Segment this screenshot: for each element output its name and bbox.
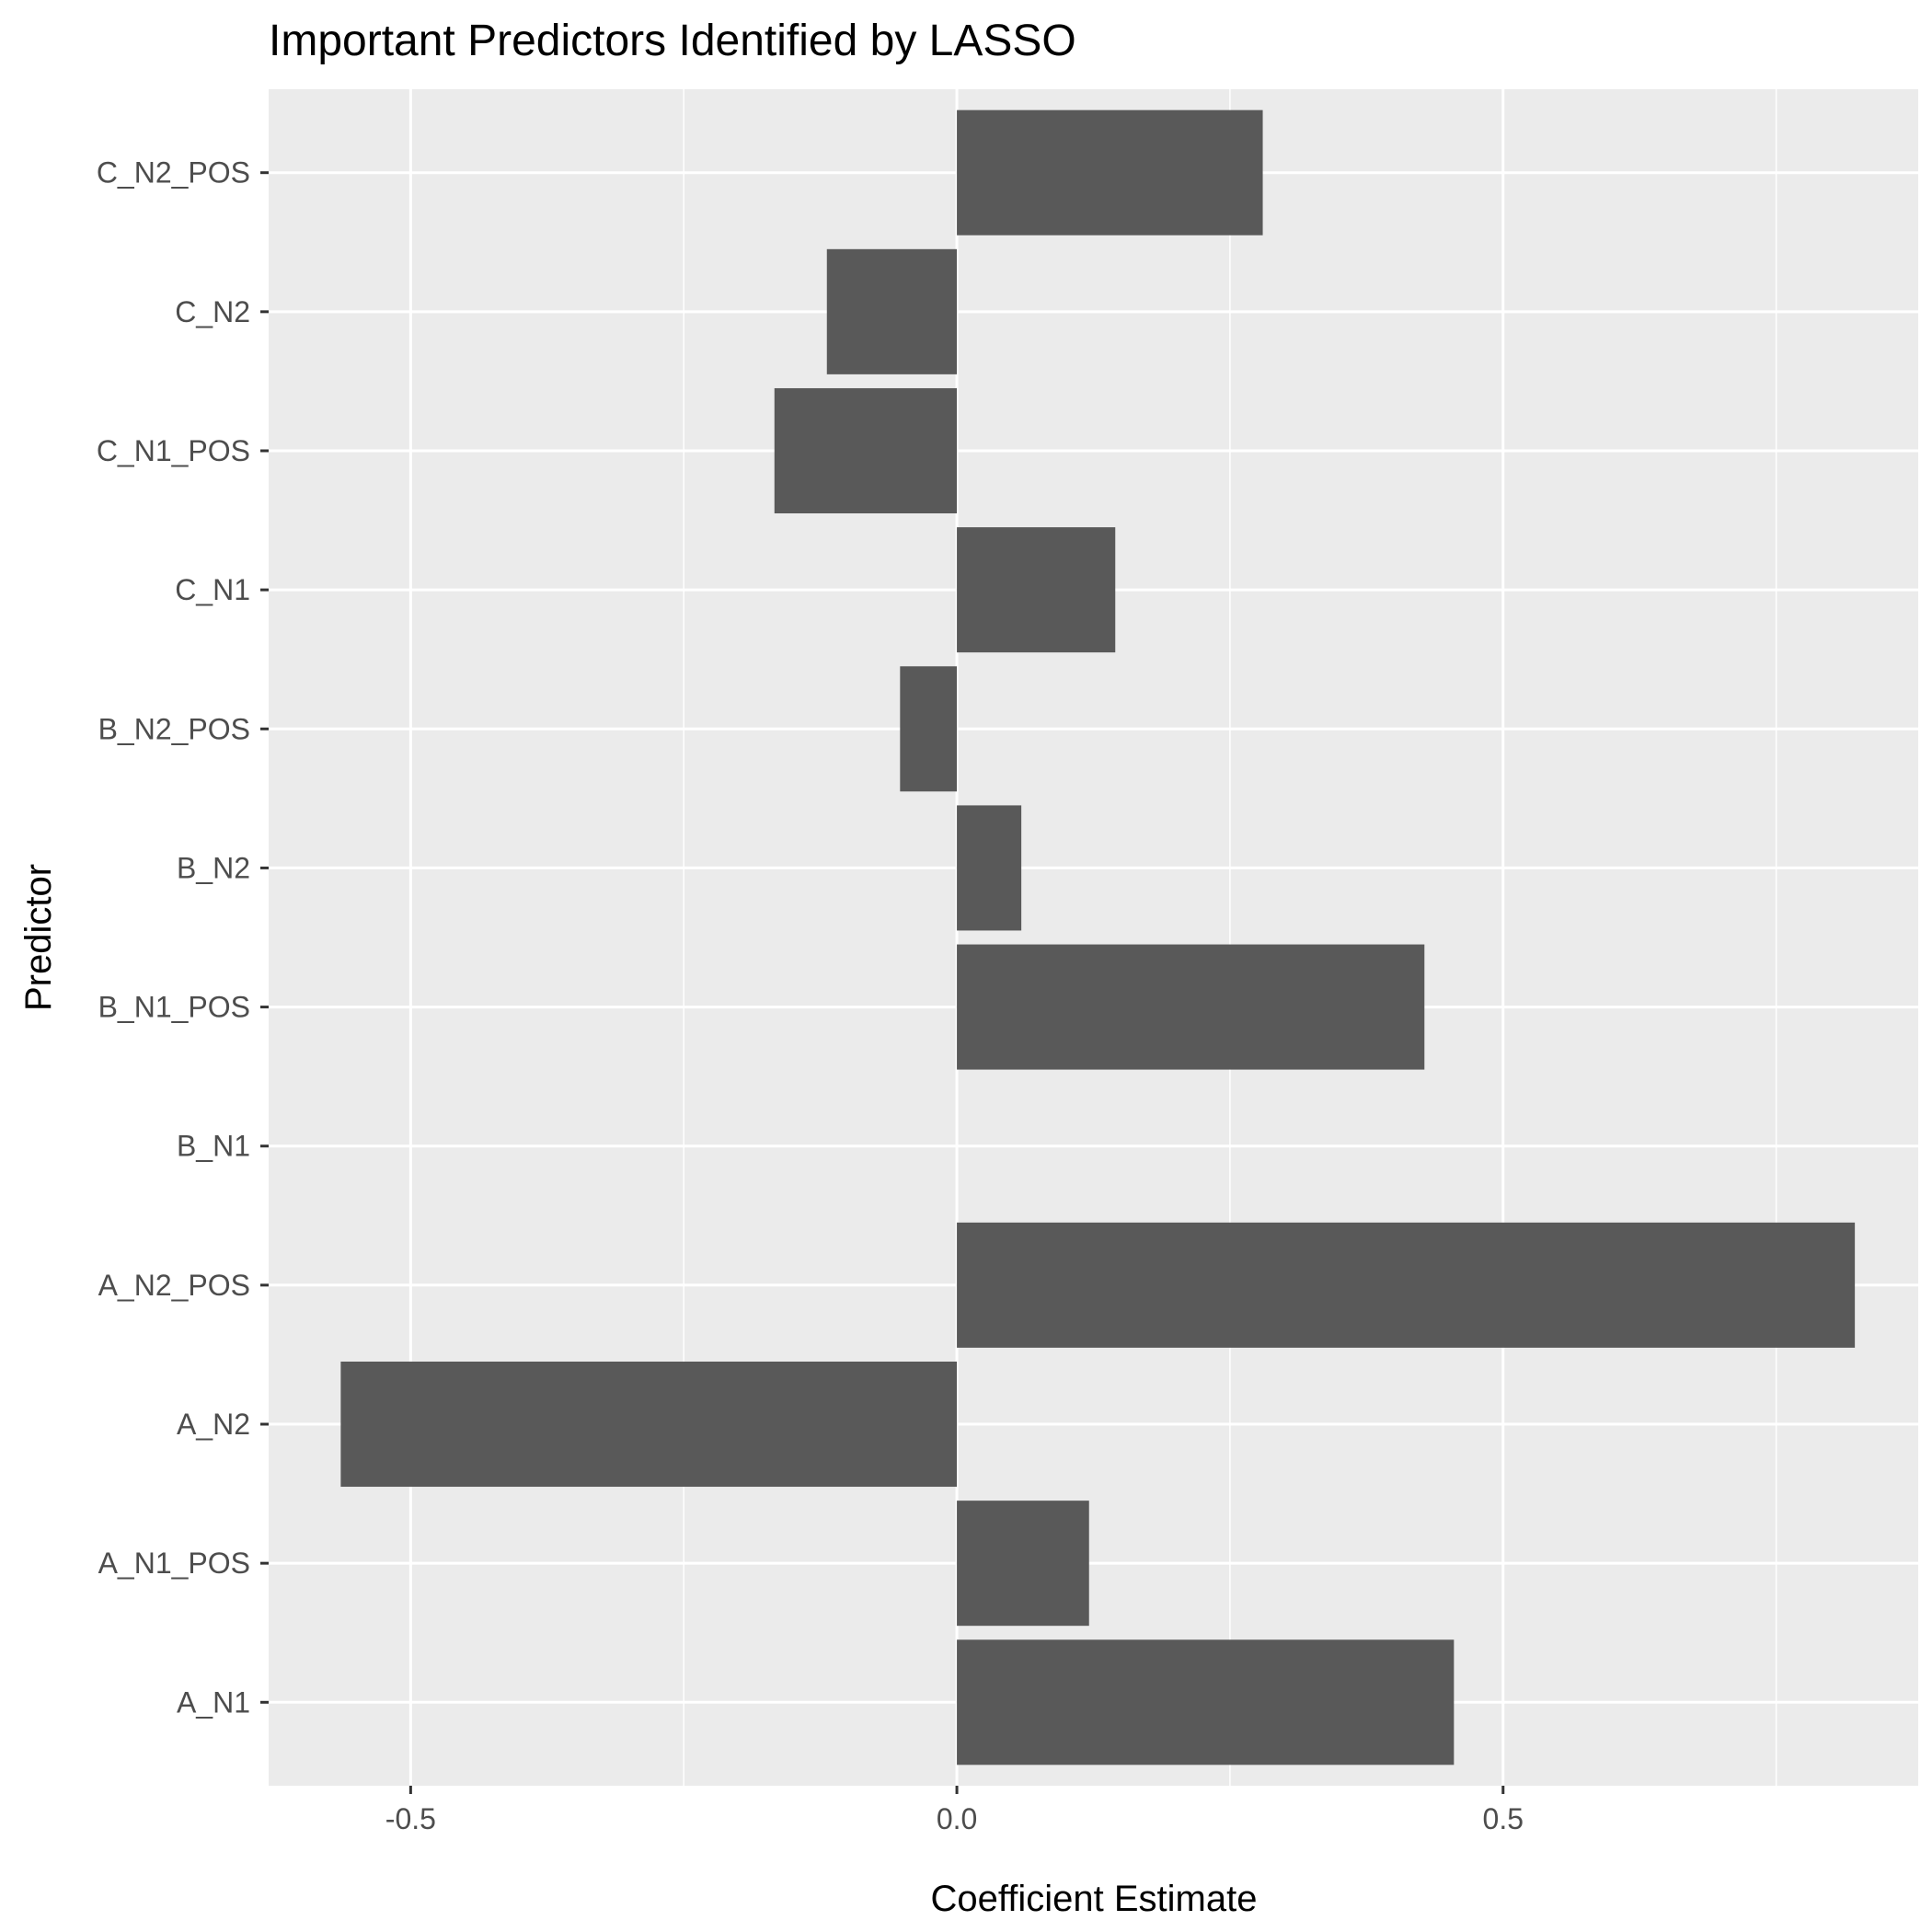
- bar-a-n1-pos: [957, 1501, 1089, 1627]
- y-axis-title: Predictor: [18, 864, 59, 1011]
- y-tick-label: C_N1_POS: [97, 434, 250, 467]
- bar-a-n2: [340, 1362, 958, 1488]
- y-tick-label: B_N1_POS: [98, 991, 250, 1024]
- bar-c-n2-pos: [957, 109, 1263, 236]
- bar-a-n2-pos: [957, 1222, 1856, 1348]
- minor-gridlines: [683, 89, 1777, 1786]
- x-axis-title: Coefficient Estimate: [931, 1879, 1258, 1919]
- bar-a-n1: [957, 1639, 1455, 1765]
- y-tick-label: A_N1_POS: [98, 1547, 250, 1580]
- bar-b-n2: [957, 805, 1022, 931]
- y-axis: A_N1 A_N1_POS A_N2 A_N2_POS B_N1 B_N1_POS B_N2…: [97, 156, 269, 1719]
- plot-panel: [269, 89, 1918, 1786]
- x-axis: -0.5 0.0 0.5: [385, 1786, 1524, 1835]
- x-tick-label: 0.5: [1483, 1802, 1524, 1835]
- bars: [340, 109, 1856, 1765]
- y-tick-label: B_N2_POS: [98, 712, 250, 745]
- y-tick-label: A_N2: [177, 1408, 250, 1441]
- y-tick-label: C_N2: [175, 295, 250, 328]
- x-tick-label: -0.5: [385, 1802, 436, 1835]
- bar-c-n1-pos: [774, 387, 958, 513]
- bar-b-n1-pos: [957, 944, 1425, 1070]
- y-tick-label: C_N2_POS: [97, 156, 250, 190]
- bar-b-n2-pos: [900, 666, 958, 792]
- x-tick-label: 0.0: [937, 1802, 977, 1835]
- y-tick-label: B_N2: [177, 851, 250, 884]
- y-tick-label: C_N1: [175, 573, 250, 606]
- y-tick-label: A_N2_POS: [98, 1269, 250, 1302]
- chart-title: Important Predictors Identified by LASSO: [269, 17, 1076, 65]
- y-tick-label: B_N1: [177, 1130, 250, 1163]
- bar-c-n1: [957, 527, 1116, 653]
- y-tick-label: A_N1: [177, 1685, 250, 1719]
- bar-c-n2: [826, 248, 958, 374]
